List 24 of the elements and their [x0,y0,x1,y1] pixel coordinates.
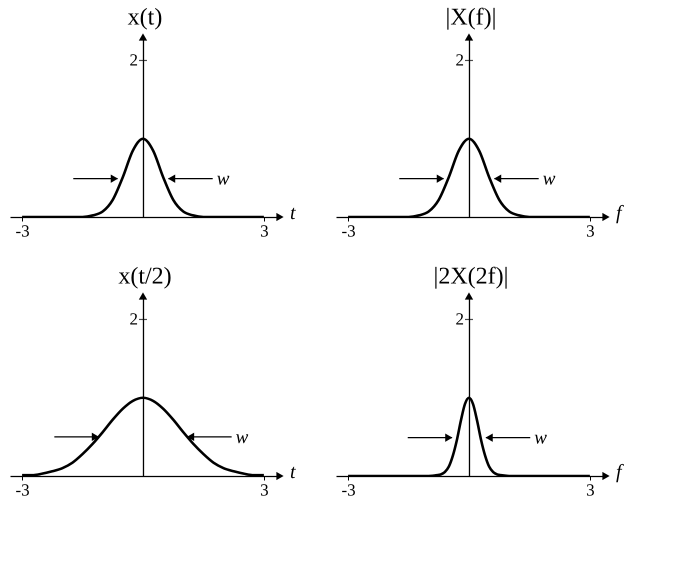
text: 2 [129,50,138,70]
x-tick-label: -3 [342,222,356,240]
x-tick-label: 3 [586,480,595,500]
chart-title: x(t) [128,4,162,30]
x-axis-title: f [616,461,624,483]
chart-title: |2X(2f)| [434,263,508,290]
x-axis-title: f [616,202,624,224]
annotation: w [534,428,548,449]
x-tick-label: -3 [342,480,356,500]
x-tick-label: 3 [586,222,595,240]
x-axis-title: t [290,202,296,224]
x-tick-label: 3 [260,222,269,240]
chart-title: |X(f)| [446,4,496,30]
annotation: w [216,168,230,190]
text: 2 [455,50,464,70]
x-tick-label: -3 [16,480,30,500]
x-axis-title: t [290,461,296,483]
text: 2 [129,309,138,328]
x-tick-label: -3 [16,222,30,240]
annotation: w [236,426,249,448]
x-tick-label: 3 [260,480,269,500]
chart-title: x(t/2) [118,263,172,290]
annotation: w [542,168,556,190]
text: 2 [455,309,464,328]
